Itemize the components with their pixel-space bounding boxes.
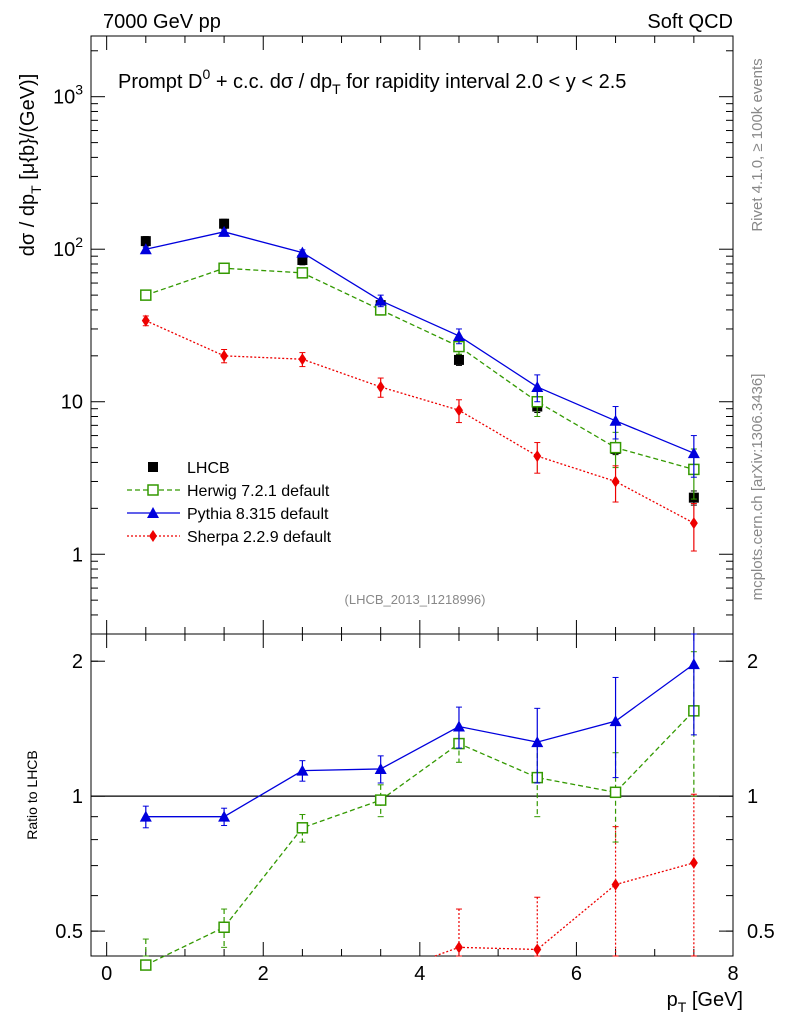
ratio-point-pythia bbox=[374, 762, 387, 774]
main-point-herwig bbox=[609, 441, 622, 454]
ratio-point-pythia bbox=[609, 715, 622, 727]
legend-marker-pythia bbox=[147, 507, 159, 518]
ratio-point-sherpa bbox=[454, 941, 463, 954]
ratio-point-pythia bbox=[687, 658, 700, 670]
ratio-point-pythia bbox=[139, 810, 152, 822]
ratio-point-herwig bbox=[374, 794, 387, 806]
x-axis-label: pT [GeV] bbox=[667, 989, 743, 1015]
ratio-point-pythia bbox=[531, 736, 544, 748]
ratio-ytick-label: 0.5 bbox=[55, 921, 83, 943]
ratio-line-pythia bbox=[145, 663, 695, 818]
legend-entry-data: LHCB bbox=[148, 460, 230, 477]
ratio-point-herwig bbox=[140, 959, 152, 971]
x-tick-label: 6 bbox=[571, 963, 582, 985]
ratio-ytick-label: 1 bbox=[72, 786, 83, 808]
legend-marker-sherpa bbox=[149, 530, 157, 542]
x-tick-label: 8 bbox=[727, 963, 738, 985]
ratio-y-axis-label: Ratio to LHCB bbox=[24, 750, 40, 839]
x-tick-label: 2 bbox=[258, 963, 269, 985]
legend-entry-sherpa: Sherpa 2.2.9 default bbox=[127, 529, 332, 546]
main-line-sherpa bbox=[145, 320, 695, 524]
main-point-pythia bbox=[452, 329, 465, 341]
main-point-data bbox=[219, 218, 230, 229]
main-point-sherpa bbox=[611, 475, 620, 488]
main-point-sherpa bbox=[376, 380, 385, 393]
main-point-pythia bbox=[531, 380, 544, 392]
mcplots-source-label: mcplots.cern.ch [arXiv:1306.3436] bbox=[749, 374, 766, 601]
ratio-point-sherpa bbox=[533, 943, 542, 956]
ratio-ytick-label: 2 bbox=[72, 651, 83, 673]
main-series-herwig bbox=[140, 262, 700, 500]
ratio-point-sherpa bbox=[611, 878, 620, 891]
main-point-data bbox=[297, 254, 308, 265]
main-series-pythia bbox=[139, 225, 700, 478]
legend-label-pythia: Pythia 8.315 default bbox=[187, 506, 329, 523]
main-point-pythia bbox=[609, 414, 622, 426]
legend: LHCB Herwig 7.2.1 default Pythia 8.315 def… bbox=[127, 460, 332, 546]
main-point-pythia bbox=[296, 246, 309, 258]
legend-entry-pythia: Pythia 8.315 default bbox=[127, 506, 329, 523]
legend-label-data: LHCB bbox=[187, 460, 230, 477]
legend-entry-herwig: Herwig 7.2.1 default bbox=[127, 483, 330, 500]
ratio-series-sherpa bbox=[434, 793, 698, 957]
main-plot-area: 1 10 102 103 bbox=[53, 36, 734, 635]
ratio-point-pythia bbox=[452, 720, 465, 732]
ratio-line-herwig bbox=[145, 710, 695, 966]
ratio-ytick-label-right: 0.5 bbox=[747, 921, 775, 943]
main-point-pythia bbox=[139, 243, 152, 255]
main-point-sherpa bbox=[689, 517, 698, 530]
main-y-axis-label: dσ / dpT [μ{b}/(GeV)] bbox=[17, 74, 44, 257]
main-point-sherpa bbox=[533, 450, 542, 463]
main-point-herwig bbox=[218, 262, 230, 275]
main-point-pythia bbox=[374, 294, 387, 306]
ratio-point-herwig bbox=[218, 921, 230, 934]
x-tick-label: 0 bbox=[101, 963, 112, 985]
main-point-herwig bbox=[140, 289, 152, 301]
category-label: Soft QCD bbox=[647, 11, 733, 33]
ratio-line-sherpa bbox=[458, 862, 695, 951]
ratio-ytick-label-right: 2 bbox=[747, 651, 758, 673]
ratio-line-sherpa-entry bbox=[434, 946, 460, 957]
main-ytick-label: 103 bbox=[53, 82, 83, 109]
legend-marker-data bbox=[148, 462, 158, 472]
main-point-data bbox=[453, 354, 464, 365]
main-point-sherpa bbox=[298, 353, 307, 366]
ratio-point-sherpa bbox=[689, 856, 698, 869]
main-point-herwig bbox=[296, 267, 309, 279]
energy-label: 7000 GeV pp bbox=[103, 11, 221, 33]
main-series-sherpa bbox=[141, 314, 698, 552]
main-point-sherpa bbox=[141, 314, 150, 327]
ratio-point-pythia bbox=[296, 764, 309, 776]
main-ytick-label: 102 bbox=[53, 234, 83, 261]
main-plot-title: Prompt D0 + c.c. dσ / dpT for rapidity i… bbox=[118, 66, 626, 97]
ratio-series-pythia bbox=[139, 633, 700, 829]
legend-label-sherpa: Sherpa 2.2.9 default bbox=[187, 529, 332, 546]
main-ytick-label: 1 bbox=[72, 544, 83, 566]
ratio-ytick-label-right: 1 bbox=[747, 786, 758, 808]
legend-label-herwig: Herwig 7.2.1 default bbox=[187, 483, 330, 500]
ratio-point-herwig bbox=[609, 786, 622, 799]
legend-marker-herwig bbox=[147, 484, 159, 496]
main-point-sherpa bbox=[220, 349, 229, 362]
main-ytick-label: 10 bbox=[61, 392, 83, 414]
ratio-point-herwig bbox=[296, 822, 309, 834]
main-line-herwig bbox=[145, 267, 695, 471]
analysis-tag: (LHCB_2013_I1218996) bbox=[345, 592, 486, 607]
main-point-sherpa bbox=[454, 404, 463, 417]
main-point-data bbox=[140, 236, 151, 247]
x-tick-label: 4 bbox=[414, 963, 425, 985]
rivet-version-label: Rivet 4.1.0, ≥ 100k events bbox=[749, 58, 766, 231]
ratio-point-pythia bbox=[218, 810, 231, 822]
main-line-pythia bbox=[145, 231, 695, 454]
ratio-plot-frame bbox=[90, 633, 734, 957]
ratio-plot-area: 0.5 0.5 1 1 2 2 0 2 4 6 8 bbox=[55, 633, 775, 985]
main-point-pythia bbox=[687, 447, 700, 459]
main-point-pythia bbox=[218, 225, 231, 237]
